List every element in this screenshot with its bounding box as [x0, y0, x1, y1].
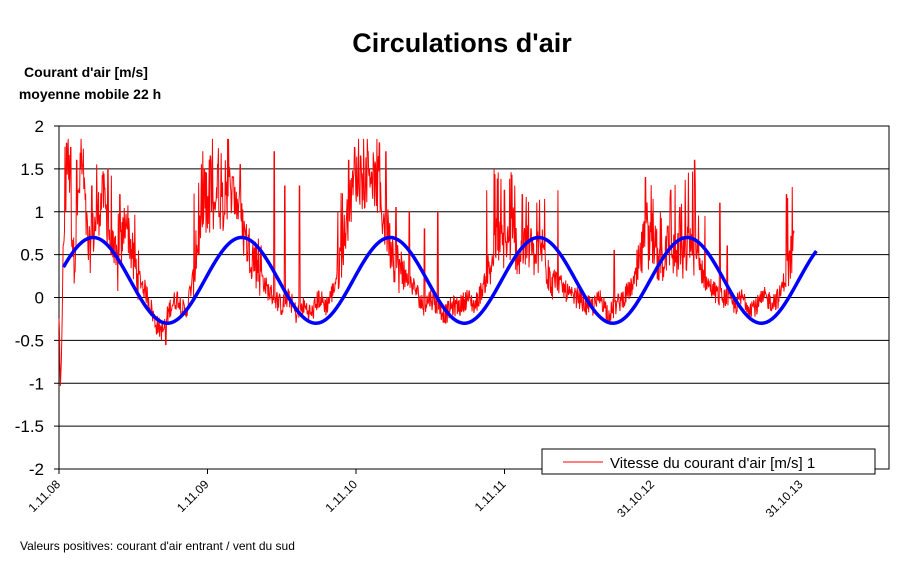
y-tick-label-1: 1.5	[20, 160, 44, 179]
y-axis-label-line2: moyenne mobile 22 h	[19, 86, 161, 102]
x-tick-label-1: 1.11.09	[174, 477, 212, 515]
x-tick-label-2: 1.11.10	[323, 477, 361, 515]
y-tick-label-8: -2	[29, 460, 44, 479]
gridlines	[59, 168, 889, 427]
y-tick-label-3: 0.5	[20, 246, 44, 265]
y-tick-label-2: 1	[35, 203, 44, 222]
footnote: Valeurs positives: courant d'air entrant…	[20, 539, 295, 553]
y-tick-label-4: 0	[35, 289, 44, 308]
y-tick-label-5: -0.5	[15, 331, 44, 350]
x-tick-label-3: 1.11.11	[472, 477, 509, 514]
x-tick-label-5: 31.10.13	[763, 477, 806, 520]
x-tick-label-4: 31.10.12	[614, 477, 657, 520]
y-tick-label-6: -1	[29, 374, 44, 393]
series-layer	[58, 138, 818, 387]
chart-title: Circulations d'air	[352, 28, 572, 58]
x-tick-label-0: 1.11.08	[26, 477, 64, 515]
y-tick-label-0: 2	[35, 117, 44, 136]
legend: Vitesse du courant d'air [m/s] 1	[541, 448, 876, 475]
y-axis-label-line1: Courant d'air [m/s]	[24, 64, 148, 80]
series-air-speed-line	[58, 138, 795, 387]
y-tick-label-7: -1.5	[15, 417, 44, 436]
y-axis-ticks: 2 1.5 1 0.5 0 -0.5 -1 -1.5 -2	[15, 117, 59, 479]
legend-entry-air-speed: Vitesse du courant d'air [m/s] 1	[610, 455, 815, 472]
x-axis-ticks: 1.11.08 1.11.09 1.11.10 1.11.11 31.10.12 31.1…	[26, 469, 806, 520]
series-moving-average-line	[61, 235, 818, 325]
